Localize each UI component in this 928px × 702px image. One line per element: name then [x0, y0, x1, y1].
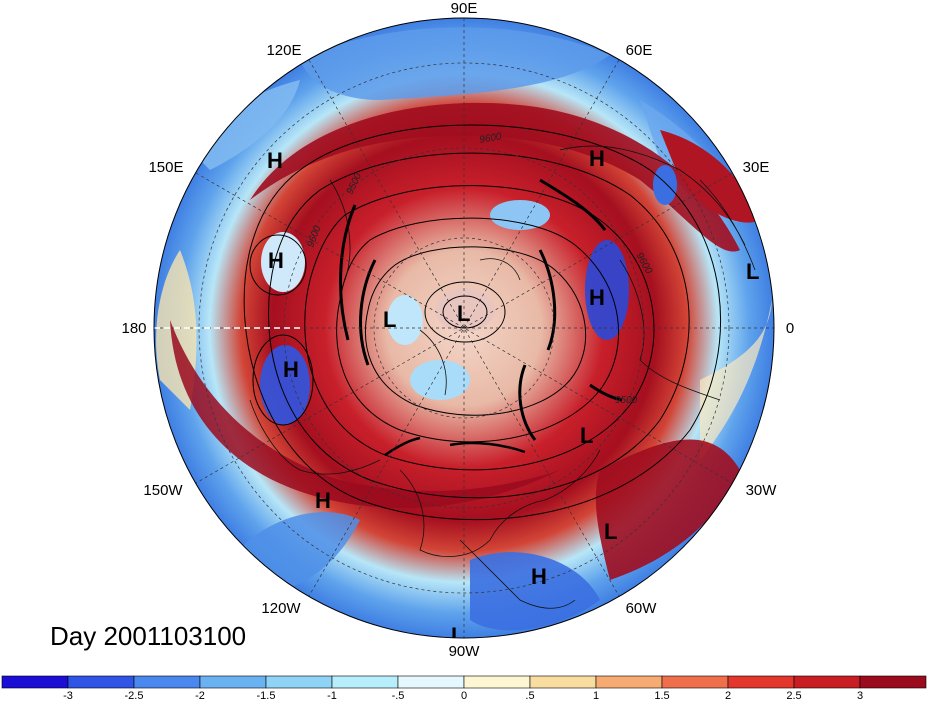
colorbar-box — [67, 675, 135, 689]
colorbar-tick-label: .5 — [525, 690, 534, 702]
colorbar-box — [1, 675, 69, 689]
colorbar-tick-label: -.5 — [392, 690, 405, 702]
colorbar-box — [529, 675, 597, 689]
lon-label-90w: 90W — [449, 643, 481, 660]
high-pressure-marker: H — [589, 146, 605, 171]
colorbar-tick-label: -3 — [63, 690, 73, 702]
high-pressure-marker: H — [315, 488, 331, 513]
high-pressure-marker: H — [589, 285, 605, 310]
colorbar-box — [463, 675, 531, 689]
high-pressure-marker: H — [268, 248, 284, 273]
low-pressure-marker: L — [604, 519, 617, 544]
contour-label: 9600 — [479, 131, 503, 146]
lon-label-30w: 30W — [746, 482, 778, 499]
coastlines — [249, 145, 756, 609]
lon-label-60e: 60E — [626, 42, 653, 59]
colorbar-box — [133, 675, 201, 689]
colorbar-box — [859, 675, 927, 689]
day-label: Day 2001103100 — [50, 621, 246, 651]
colorbar-box — [397, 675, 465, 689]
colorbar-box — [331, 675, 399, 689]
colorbar-ticks: -3 -2.5 -2 -1.5 -1 -.5 0 .5 1 1.5 2 2.5 3 — [63, 690, 863, 702]
colorbar-box — [727, 675, 795, 689]
colorbar-tick-label: -2 — [195, 690, 205, 702]
map-boundary — [153, 17, 775, 639]
lon-label-120e: 120E — [266, 42, 301, 59]
colorbar-box — [199, 675, 267, 689]
colorbar-tick-label: -1.5 — [257, 690, 276, 702]
colorbar-tick-label: 2.5 — [786, 690, 801, 702]
lon-label-180: 180 — [121, 320, 146, 337]
high-pressure-marker: H — [283, 357, 299, 382]
lon-label-120w: 120W — [261, 600, 301, 617]
colorbar-tick-label: 1.5 — [654, 690, 669, 702]
high-pressure-marker: H — [531, 564, 547, 589]
longitude-labels: 90E 60E 30E 0 30W 60W 90W 120W 150W 180 … — [121, 0, 794, 660]
colorbar-tick-label: -2.5 — [125, 690, 144, 702]
colorbar-tick-label: -1 — [327, 690, 337, 702]
height-contours — [243, 124, 722, 521]
low-pressure-marker: L — [580, 423, 593, 448]
low-pressure-marker: L — [383, 307, 396, 332]
lon-label-150w: 150W — [143, 482, 183, 499]
low-pressure-marker: L — [451, 623, 464, 648]
high-pressure-marker: H — [267, 148, 283, 173]
colorbar-box — [265, 675, 333, 689]
colorbar-tick-label: 1 — [593, 690, 599, 702]
colorbar-tick-label: 3 — [857, 690, 863, 702]
colorbar-box — [661, 675, 729, 689]
lon-label-90e: 90E — [451, 0, 478, 17]
pressure-centers: H H H H H H H L L L L L L — [267, 146, 759, 648]
lon-label-30e: 30E — [743, 159, 770, 176]
low-pressure-marker: L — [746, 259, 759, 284]
colorbar-boxes — [1, 675, 927, 689]
lon-label-0: 0 — [786, 320, 794, 337]
colorbar-box — [793, 675, 861, 689]
colorbar-tick-label: 2 — [725, 690, 731, 702]
colorbar: -3 -2.5 -2 -1.5 -1 -.5 0 .5 1 1.5 2 2.5 3 — [1, 675, 927, 702]
low-pressure-marker: L — [457, 301, 470, 326]
lon-label-150e: 150E — [148, 159, 183, 176]
colorbar-tick-label: 0 — [461, 690, 467, 702]
colorbar-box — [595, 675, 663, 689]
contour-label: 9500 — [615, 395, 638, 406]
lon-label-60w: 60W — [626, 600, 658, 617]
